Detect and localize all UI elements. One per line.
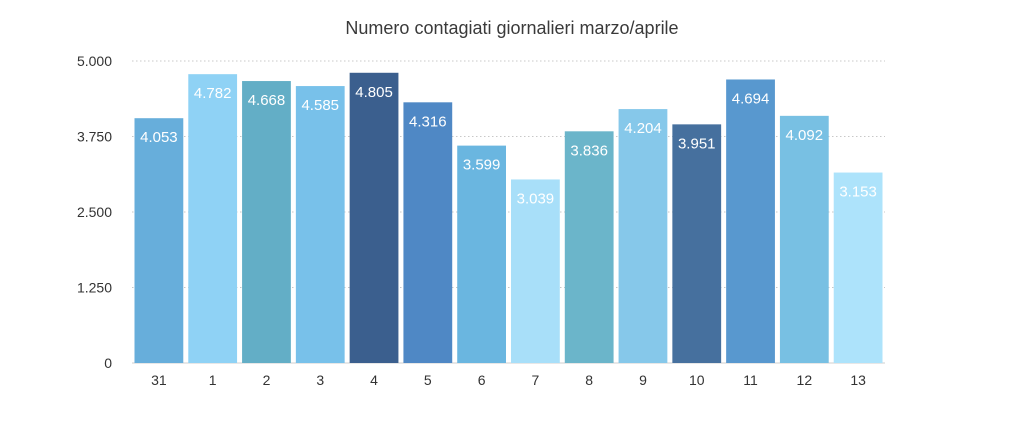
data-label: 4.204 (624, 120, 662, 137)
bar (242, 81, 291, 364)
bar (403, 102, 453, 363)
data-label: 3.039 (517, 190, 555, 207)
x-tick-label: 8 (585, 372, 593, 388)
x-tick-label: 31 (151, 372, 167, 388)
x-tick-label: 4 (370, 372, 378, 388)
data-label: 3.153 (839, 184, 877, 201)
data-label: 3.951 (678, 135, 716, 152)
data-label: 4.805 (355, 84, 393, 101)
x-tick-label: 5 (424, 372, 432, 388)
x-tick-label: 3 (316, 372, 324, 388)
data-label: 4.694 (732, 90, 770, 107)
data-label: 4.585 (301, 97, 339, 114)
data-label: 3.599 (463, 157, 501, 174)
x-tick-label: 1 (209, 372, 217, 388)
y-tick-label: 0 (104, 355, 112, 371)
y-tick-label: 5.000 (77, 53, 112, 69)
x-tick-label: 6 (478, 372, 486, 388)
bar (511, 179, 560, 363)
bar (349, 72, 399, 363)
bar (726, 79, 775, 364)
x-tick-label: 10 (689, 372, 705, 388)
data-label: 4.782 (194, 85, 232, 102)
x-tick-label: 2 (263, 372, 271, 388)
bar (672, 124, 722, 364)
y-tick-label: 3.750 (77, 129, 112, 145)
x-tick-label: 9 (639, 372, 647, 388)
chart-title: Numero contagiati giornalieri marzo/apri… (345, 18, 679, 38)
data-label: 4.316 (409, 113, 447, 130)
y-tick-label: 1.250 (77, 280, 112, 296)
bar (295, 86, 345, 363)
bar (564, 131, 614, 363)
x-tick-label: 12 (797, 372, 813, 388)
bar (134, 118, 184, 364)
x-tick-label: 7 (531, 372, 539, 388)
x-tick-label: 11 (743, 372, 758, 388)
bar (188, 74, 238, 363)
data-label: 4.092 (786, 127, 824, 144)
data-label: 4.053 (140, 129, 178, 146)
bar (457, 145, 506, 363)
data-label: 4.668 (248, 92, 286, 109)
bar (618, 109, 668, 363)
data-label: 3.836 (570, 142, 608, 159)
bar (833, 172, 883, 363)
bar (779, 115, 829, 363)
x-tick-label: 13 (850, 372, 866, 388)
y-tick-label: 2.500 (77, 204, 112, 220)
